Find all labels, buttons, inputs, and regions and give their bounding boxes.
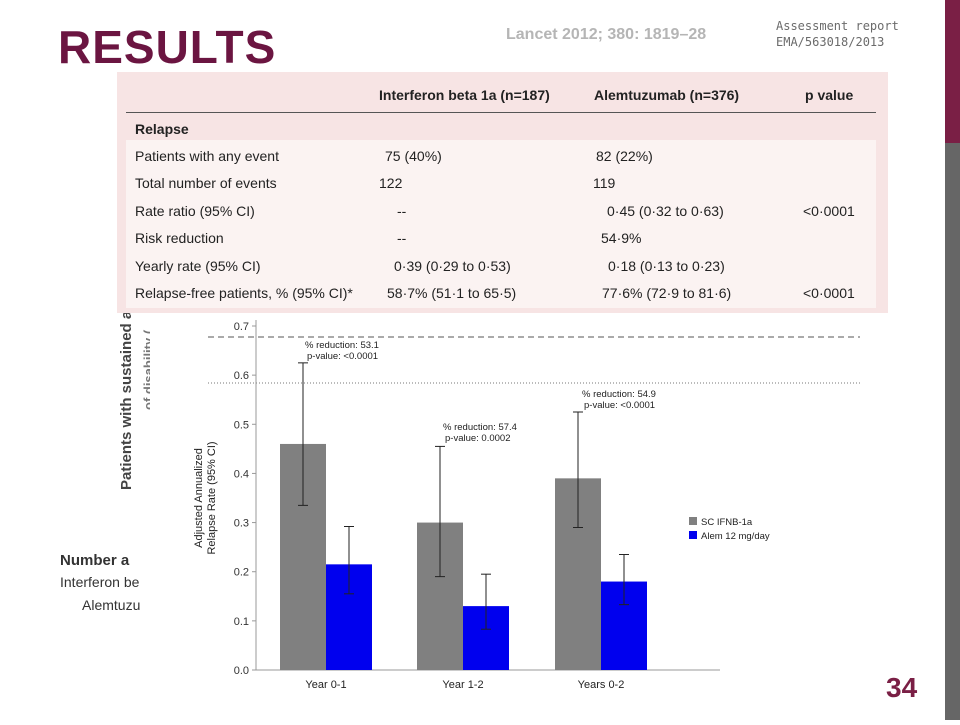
legend-label: Alem 12 mg/day	[701, 531, 770, 542]
report-reference-line2: EMA/563018/2013	[776, 35, 885, 49]
row-alem-value: 54·9%	[601, 230, 642, 246]
annotation-p-value: p-value: <0.0001	[584, 400, 655, 411]
row-label: Risk reduction	[135, 230, 224, 246]
row-label: Rate ratio (95% CI)	[135, 203, 255, 219]
background-figure-row1: Interferon be	[60, 574, 140, 590]
row-p-value: <0·0001	[803, 285, 855, 301]
side-accent-bar-bottom	[945, 143, 960, 720]
annotation-reduction: % reduction: 57.4	[443, 422, 517, 433]
x-category-label: Year 1-2	[442, 679, 483, 691]
row-alem-value: 119	[593, 175, 616, 191]
relapse-table-body	[126, 140, 876, 308]
legend-label: SC IFNB-1a	[701, 517, 753, 528]
y-tick-label: 0.1	[234, 616, 249, 628]
y-axis-label: Adjusted AnnualizedRelapse Rate (95% CI)	[193, 441, 218, 554]
annotation-p-value: p-value: <0.0001	[307, 351, 378, 362]
annotation-reduction: % reduction: 53.1	[305, 340, 379, 351]
row-ifn-value: --	[397, 230, 407, 246]
table-header-rule	[126, 112, 876, 113]
row-label: Total number of events	[135, 175, 277, 191]
y-tick-label: 0.3	[234, 518, 249, 530]
y-tick-label: 0.6	[234, 370, 249, 382]
background-figure-row2: Alemtuzu	[82, 597, 141, 613]
row-ifn-value: 0·39 (0·29 to 0·53)	[394, 258, 511, 274]
report-reference: Assessment report EMA/563018/2013	[776, 18, 899, 50]
report-reference-line1: Assessment report	[776, 19, 899, 33]
section-relapse: Relapse	[135, 121, 189, 137]
side-accent-bar-top	[945, 0, 960, 143]
row-ifn-value: --	[397, 203, 407, 219]
citation: Lancet 2012; 380: 1819–28	[506, 26, 707, 43]
row-p-value: <0·0001	[803, 203, 855, 219]
row-ifn-value: 122	[379, 175, 403, 191]
slide-title: RESULTS	[58, 21, 277, 73]
background-figure-ylabel: Patients with sustained a	[118, 310, 135, 490]
row-alem-value: 0·18 (0·13 to 0·23)	[608, 258, 725, 274]
x-category-label: Years 0-2	[578, 679, 625, 691]
chart-svg: 0.0 0.1 0.2 0.3 0.4 0.5 0.6 0.7 Adjusted Annuali…	[193, 320, 860, 691]
legend-swatch	[689, 517, 697, 525]
annotation-reduction: % reduction: 54.9	[582, 389, 656, 400]
annotation-p-value: p-value: 0.0002	[445, 433, 511, 444]
y-tick-label: 0.0	[234, 665, 249, 677]
relapse-rate-chart: 0.0 0.1 0.2 0.3 0.4 0.5 0.6 0.7 Adjusted Annuali…	[150, 313, 862, 720]
header-interferon: Interferon beta 1a (n=187)	[379, 87, 550, 103]
row-label: Relapse-free patients, % (95% CI)*	[135, 285, 353, 301]
y-tick-label: 0.7	[234, 321, 249, 333]
legend-swatch	[689, 531, 697, 539]
header-alemtuzumab: Alemtuzumab (n=376)	[594, 87, 740, 103]
relapse-table: Interferon beta 1a (n=187) Alemtuzumab (…	[117, 72, 888, 313]
y-tick-label: 0.4	[234, 468, 249, 480]
y-tick-label: 0.5	[234, 419, 249, 431]
background-figure-number-label: Number a	[60, 552, 130, 569]
page-number: 34	[886, 672, 918, 703]
row-alem-value: 77·6% (72·9 to 81·6)	[602, 285, 732, 301]
row-ifn-value: 75 (40%)	[385, 148, 442, 164]
y-tick-label: 0.2	[234, 567, 249, 579]
row-alem-value: 82 (22%)	[596, 148, 653, 164]
header-p-value: p value	[805, 87, 854, 103]
row-label: Patients with any event	[135, 148, 279, 164]
row-label: Yearly rate (95% CI)	[135, 258, 261, 274]
row-alem-value: 0·45 (0·32 to 0·63)	[607, 203, 724, 219]
row-ifn-value: 58·7% (51·1 to 65·5)	[387, 285, 517, 301]
x-category-label: Year 0-1	[305, 679, 346, 691]
